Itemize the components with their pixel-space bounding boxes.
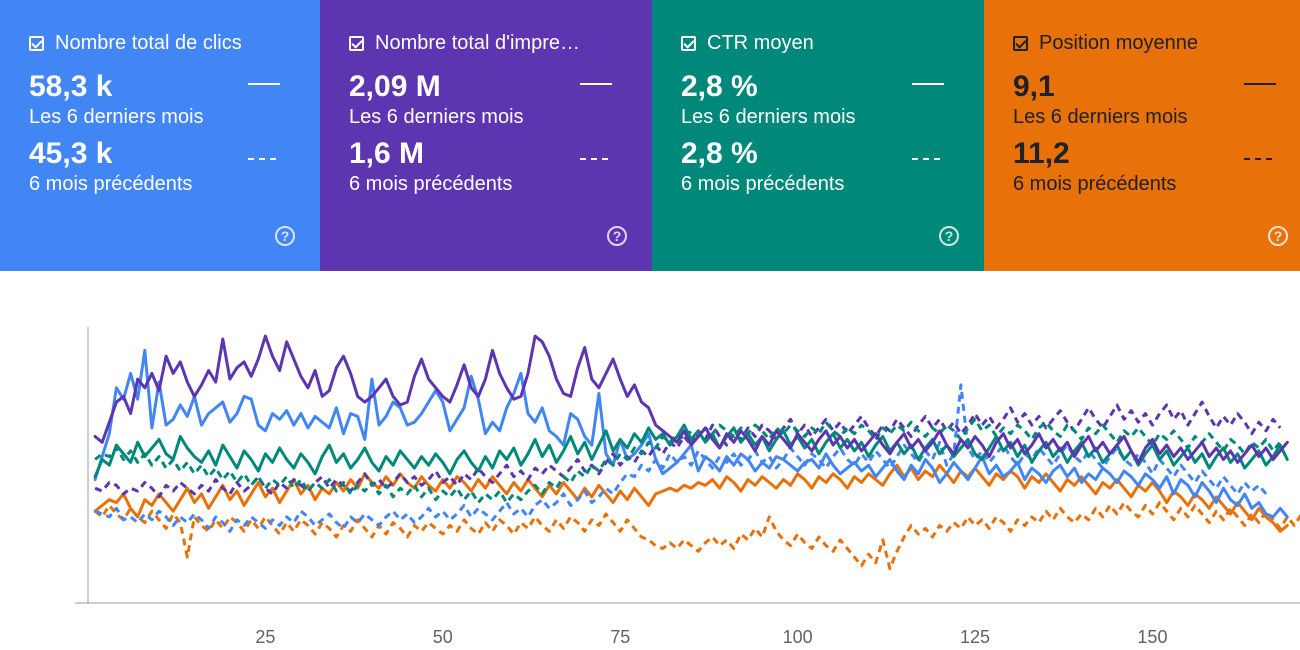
x-tick-label: 50 [433, 627, 453, 647]
card-title: CTR moyen [707, 32, 814, 55]
solid-line-legend-icon [248, 83, 280, 85]
card-title: Nombre total d'impre… [375, 32, 580, 55]
card-total-clicks[interactable]: Nombre total de clics 58,3 k Les 6 derni… [0, 0, 320, 271]
current-period-label: Les 6 derniers mois [681, 105, 984, 129]
solid-line-legend-icon [1244, 83, 1276, 85]
dashed-line-legend-icon [912, 158, 944, 160]
previous-period-label: 6 mois précédents [349, 172, 652, 196]
metric-cards: Nombre total de clics 58,3 k Les 6 derni… [0, 0, 1300, 271]
series-line-position-previous [95, 503, 1300, 569]
checkbox-checked-icon[interactable] [1013, 36, 1028, 51]
performance-line-chart[interactable]: 25 50 75 100 125 150 [0, 271, 1300, 650]
checkbox-checked-icon[interactable] [349, 36, 364, 51]
x-tick-label: 150 [1137, 627, 1167, 647]
dashed-line-legend-icon [580, 158, 612, 160]
card-average-ctr[interactable]: CTR moyen 2,8 % Les 6 derniers mois 2,8 … [652, 0, 984, 271]
help-icon[interactable]: ? [1268, 226, 1288, 246]
series-line-impressions-current [95, 336, 1287, 462]
solid-line-legend-icon [580, 83, 612, 85]
help-icon[interactable]: ? [607, 226, 627, 246]
previous-period-label: 6 mois précédents [681, 172, 984, 196]
series-line-position-current [95, 465, 1287, 531]
x-tick-label: 100 [783, 627, 813, 647]
card-header: Position moyenne [1013, 30, 1300, 56]
current-value: 2,09 M [349, 71, 652, 103]
current-value: 2,8 % [681, 71, 984, 103]
card-total-impressions[interactable]: Nombre total d'impre… 2,09 M Les 6 derni… [320, 0, 652, 271]
previous-period-label: 6 mois précédents [1013, 172, 1300, 196]
previous-value: 45,3 k [29, 138, 320, 170]
card-average-position[interactable]: Position moyenne 9,1 Les 6 derniers mois… [984, 0, 1300, 271]
x-tick-label: 75 [610, 627, 630, 647]
current-value: 9,1 [1013, 71, 1300, 103]
card-header: CTR moyen [681, 30, 984, 56]
card-title: Nombre total de clics [55, 32, 242, 55]
checkbox-checked-icon[interactable] [29, 36, 44, 51]
card-header: Nombre total de clics [29, 30, 320, 56]
solid-line-legend-icon [912, 83, 944, 85]
current-period-label: Les 6 derniers mois [1013, 105, 1300, 129]
previous-period-label: 6 mois précédents [29, 172, 320, 196]
checkbox-checked-icon[interactable] [681, 36, 696, 51]
card-header: Nombre total d'impre… [349, 30, 652, 56]
current-value: 58,3 k [29, 71, 320, 103]
dashed-line-legend-icon [248, 158, 280, 160]
help-icon[interactable]: ? [275, 226, 295, 246]
x-tick-label: 25 [255, 627, 275, 647]
current-period-label: Les 6 derniers mois [349, 105, 652, 129]
help-icon[interactable]: ? [939, 226, 959, 246]
card-title: Position moyenne [1039, 32, 1198, 55]
previous-value: 1,6 M [349, 138, 652, 170]
previous-value: 2,8 % [681, 138, 984, 170]
x-tick-label: 125 [960, 627, 990, 647]
current-period-label: Les 6 derniers mois [29, 105, 320, 129]
previous-value: 11,2 [1013, 138, 1300, 170]
dashed-line-legend-icon [1244, 158, 1276, 160]
